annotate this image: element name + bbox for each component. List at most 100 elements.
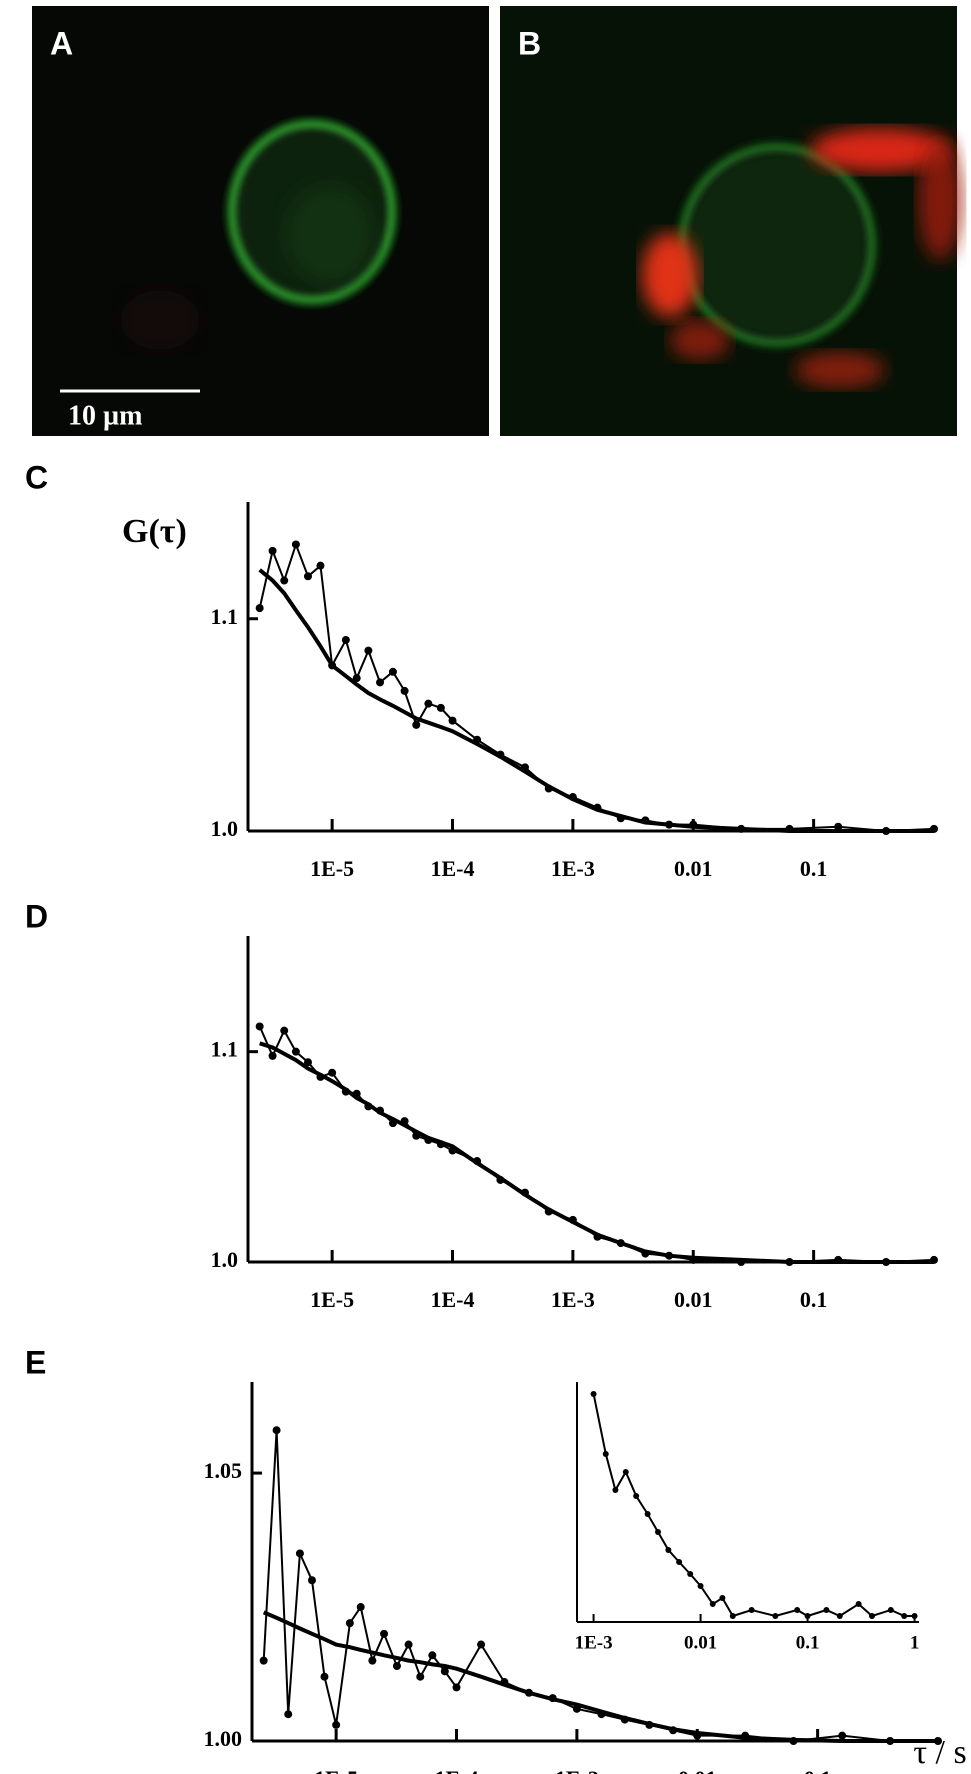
data-point [448,716,457,725]
x-tick-label: 1E-5 [310,1287,354,1312]
scale-bar-label: 10 µm [68,400,142,431]
x-tick-label: 0.1 [796,1632,820,1653]
x-tick-label: 1E-4 [435,1766,479,1774]
data-point [590,1391,597,1397]
panel-label: A [50,25,73,61]
data-point [868,1613,875,1619]
x-tick-label: 0.01 [674,856,713,881]
panel-label: C [25,459,48,495]
x-axis-label: τ / s [913,1734,966,1771]
data-point [255,1022,264,1031]
data-point [404,1640,413,1649]
data-point [352,674,361,683]
data-point [709,1601,716,1607]
data-point [332,1720,341,1729]
data-point [772,1613,779,1619]
data-point [320,1672,329,1681]
x-tick-label: 1E-4 [431,1287,475,1312]
data-point [280,1026,289,1035]
data-point [665,1547,672,1553]
data-point [440,1667,449,1676]
data-point [416,1672,425,1681]
x-tick-label: 1E-4 [431,856,475,881]
data-point [368,1656,377,1665]
data-point [291,1047,300,1056]
data-point [911,1613,918,1619]
x-tick-label: 0.01 [678,1766,717,1774]
data-point [452,1683,461,1692]
fit-line [258,568,934,833]
x-tick-label: 0.1 [804,1766,832,1774]
data-point [654,1529,661,1535]
data-point [376,678,385,687]
y-tick-label: 1.0 [211,1247,239,1272]
fit-line [259,1041,934,1264]
y-axis-label: G(τ) [122,513,187,550]
data-point [644,1511,651,1517]
data-point [328,1068,337,1077]
data-point [834,822,843,831]
micrograph-a: A 10 µm [32,6,489,436]
data-point [687,1571,694,1577]
x-tick-label: 1E-3 [575,1632,613,1653]
data-point [622,1469,629,1475]
data-point [268,1051,277,1060]
data-point [380,1629,389,1638]
data-point [259,1656,268,1665]
data-point [280,576,289,585]
x-tick-label: 1E-5 [314,1766,358,1774]
data-point [388,667,397,676]
data-line [592,1393,915,1618]
panel-label: B [518,25,541,61]
micrograph-b: B [500,6,962,436]
y-tick-label: 1.00 [204,1726,243,1751]
data-point [307,1576,316,1585]
data-point [436,703,445,712]
x-tick-label: 0.1 [800,1287,828,1312]
data-point [836,1613,843,1619]
data-point [428,1651,437,1660]
data-point [316,561,325,570]
y-tick-label: 1.0 [211,816,239,841]
x-tick-label: 1 [910,1632,920,1653]
data-point [823,1607,830,1613]
data-point [633,1493,640,1499]
panel-label: E [25,1344,46,1380]
data-point [291,540,300,549]
data-point [345,1619,354,1628]
data-point [341,635,350,644]
data-point [303,1058,312,1067]
data-point [748,1607,755,1613]
data-point [356,1603,365,1612]
data-point [272,1426,281,1435]
data-point [804,1613,811,1619]
data-point [719,1595,726,1601]
panel-label: D [25,898,48,934]
data-point [412,720,421,729]
data-point [729,1613,736,1619]
data-point [477,1640,486,1649]
data-point [303,572,312,581]
data-point [697,1583,704,1589]
y-tick-label: 1.1 [211,604,239,629]
data-point [424,699,433,708]
data-point [855,1601,862,1607]
data-point [400,686,409,695]
x-tick-label: 1E-3 [551,1287,595,1312]
x-tick-label: 0.01 [684,1632,717,1653]
data-point [901,1613,908,1619]
data-point [676,1559,683,1565]
x-tick-label: 0.01 [674,1287,713,1312]
data-point [887,1607,894,1613]
data-point [284,1710,293,1719]
x-tick-label: 1E-5 [310,856,354,881]
y-tick-label: 1.1 [211,1037,239,1062]
data-point [392,1661,401,1670]
data-point [794,1607,801,1613]
x-tick-label: 0.1 [800,856,828,881]
data-line [262,1430,938,1743]
data-point [838,1731,847,1740]
y-tick-label: 1.05 [204,1458,243,1483]
data-point [612,1487,619,1493]
